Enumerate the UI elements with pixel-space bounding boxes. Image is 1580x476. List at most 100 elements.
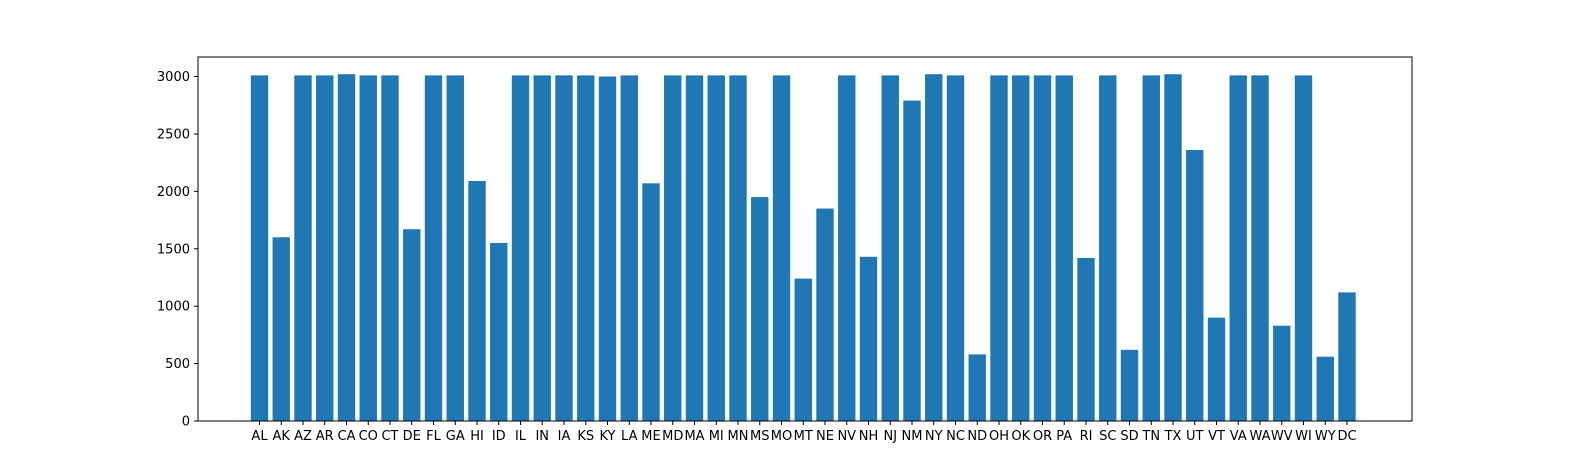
bar-al [250, 75, 269, 422]
x-tick-label-in: IN [535, 429, 549, 444]
bar-ky [598, 76, 617, 422]
bar-ca [337, 74, 356, 421]
y-tick-label-0: 0 [182, 415, 190, 430]
bar-ia [555, 75, 573, 422]
y-tick-label-3000: 3000 [157, 70, 190, 85]
bar-nd [968, 354, 986, 421]
x-tick-label-ar: AR [316, 429, 334, 444]
x-tick-label-vt: VT [1208, 429, 1225, 444]
bar-nv [838, 75, 856, 422]
bar-az [294, 75, 312, 422]
bar-nh [859, 256, 878, 421]
x-tick-label-ri: RI [1080, 429, 1093, 444]
bar-fl [424, 75, 443, 422]
x-tick-label-mn: MN [728, 429, 749, 444]
x-tick-label-sd: SD [1120, 429, 1138, 444]
bar-va [1229, 75, 1247, 422]
x-tick-label-ny: NY [925, 429, 943, 444]
x-tick-label-id: ID [492, 429, 506, 444]
x-tick-label-ga: GA [446, 429, 465, 444]
bar-mn [729, 75, 747, 422]
bar-co [359, 75, 377, 422]
x-tick-label-ia: IA [558, 429, 571, 444]
bar-vt [1207, 317, 1226, 421]
bar-ut [1186, 150, 1204, 421]
y-tick-label-500: 500 [165, 357, 190, 372]
bar-tn [1142, 75, 1160, 422]
x-tick-label-mt: MT [794, 429, 813, 444]
bar-ks [577, 75, 595, 422]
bar-dc [1338, 292, 1356, 421]
bar-md [664, 75, 682, 422]
bar-ri [1077, 257, 1095, 421]
bar-ok [1012, 75, 1030, 422]
x-tick-label-hi: HI [470, 429, 484, 444]
x-tick-label-me: ME [641, 429, 660, 444]
bar-ar [316, 75, 334, 422]
x-tick-label-wy: WY [1315, 429, 1336, 444]
bar-wv [1273, 325, 1291, 421]
bar-de [403, 229, 421, 421]
x-tick-label-wv: WV [1271, 429, 1293, 444]
x-tick-label-va: VA [1230, 429, 1247, 444]
bar-ny [925, 74, 943, 421]
bar-mt [794, 278, 812, 421]
bar-wa [1251, 75, 1269, 422]
x-tick-label-ct: CT [381, 429, 398, 444]
bar-la [620, 75, 638, 422]
x-tick-label-ak: AK [273, 429, 291, 444]
x-tick-label-wa: WA [1249, 429, 1270, 444]
y-axis: 0 500 1000 1500 2000 2500 3000 [157, 70, 198, 430]
x-tick-label-oh: OH [989, 429, 1009, 444]
bar-ne [816, 208, 834, 421]
x-tick-label-nj: NJ [883, 429, 897, 444]
x-tick-label-la: LA [621, 429, 638, 444]
x-tick-label-nc: NC [946, 429, 965, 444]
x-tick-label-al: AL [251, 429, 268, 444]
x-tick-label-wi: WI [1295, 429, 1312, 444]
bar-il [511, 75, 530, 422]
bar-oh [990, 75, 1008, 422]
x-tick-label-tn: TN [1141, 429, 1160, 444]
x-tick-label-ks: KS [577, 429, 594, 444]
bar-tx [1164, 74, 1182, 421]
x-tick-label-ok: OK [1011, 429, 1030, 444]
plot-frame [197, 56, 1413, 422]
x-tick-label-nh: NH [859, 429, 879, 444]
x-tick-label-dc: DC [1337, 429, 1356, 444]
y-tick-label-1000: 1000 [157, 300, 190, 315]
x-tick-label-md: MD [662, 429, 683, 444]
bar-pa [1055, 75, 1073, 422]
bar-nc [946, 75, 965, 422]
y-tick-label-1500: 1500 [157, 242, 190, 257]
x-tick-label-nv: NV [837, 429, 856, 444]
bar-ms [751, 197, 769, 421]
x-tick-label-de: DE [403, 429, 421, 444]
x-tick-label-mi: MI [709, 429, 724, 444]
x-tick-label-ky: KY [599, 429, 615, 444]
x-tick-label-ut: UT [1186, 429, 1204, 444]
bar-mo [772, 75, 791, 422]
bars-group [250, 74, 1356, 422]
x-tick-label-pa: PA [1056, 429, 1072, 444]
x-tick-label-sc: SC [1099, 429, 1116, 444]
x-tick-label-nd: ND [967, 429, 987, 444]
x-tick-label-tx: TX [1164, 429, 1182, 444]
bar-id [490, 243, 508, 421]
bar-in [533, 75, 551, 422]
x-tick-label-co: CO [359, 429, 378, 444]
bar-nj [881, 75, 899, 422]
y-tick-label-2500: 2500 [157, 127, 190, 142]
bar-or [1033, 75, 1052, 422]
bar-sc [1099, 75, 1117, 422]
bar-ma [685, 75, 704, 422]
bar-sd [1120, 349, 1139, 421]
x-tick-label-az: AZ [294, 429, 312, 444]
x-tick-label-ma: MA [684, 429, 704, 444]
bar-ak [272, 237, 290, 421]
x-tick-label-fl: FL [426, 429, 441, 444]
x-tick-label-nm: NM [902, 429, 923, 444]
bar-wi [1294, 75, 1313, 422]
